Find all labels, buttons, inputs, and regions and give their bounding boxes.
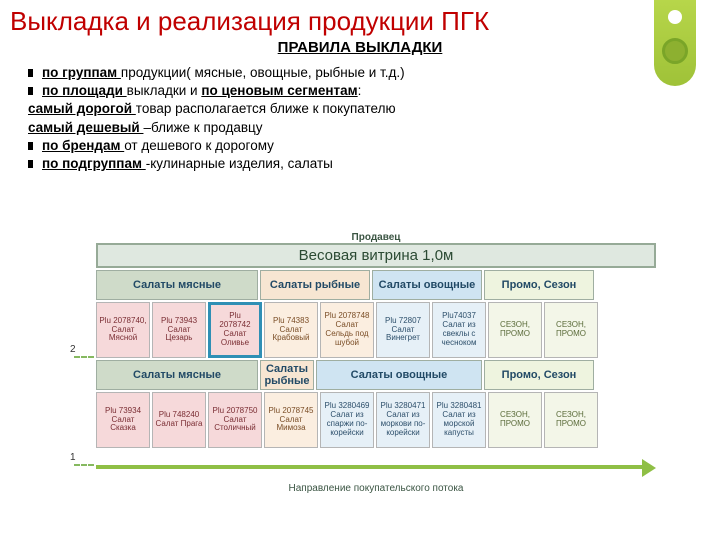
rule-key: по группам <box>42 65 121 80</box>
rule-text: товар располагается ближе к покупателю <box>136 101 396 116</box>
rule-key: по брендам <box>42 138 124 153</box>
arrow-line <box>96 465 644 469</box>
plu-cell: СЕЗОН, ПРОМО <box>544 302 598 358</box>
rule-text: от дешевого к дорогому <box>124 138 274 153</box>
rule-line: самый дешевый –ближе к продавцу <box>28 119 700 137</box>
rule-text: –ближе к продавцу <box>143 120 262 135</box>
hdr-promo: Промо, Сезон <box>484 360 594 390</box>
hdr-fish: Салаты рыбные <box>260 270 370 300</box>
header-row-2: Салаты мясные Салаты рыбные Салаты овощн… <box>96 360 656 390</box>
plu-cell: Plu 2078750 Салат Столичный <box>208 392 262 448</box>
plu-cell: СЕЗОН, ПРОМО <box>488 392 542 448</box>
rule-key: по ценовым сегментам <box>201 83 357 98</box>
section-subtitle: ПРАВИЛА ВЫКЛАДКИ <box>0 39 720 56</box>
rule-key: по подгруппам <box>42 156 146 171</box>
dashed-guide <box>74 356 94 358</box>
plu-cell: СЕЗОН, ПРОМО <box>544 392 598 448</box>
plu-cell: Plu 73943 Салат Цезарь <box>152 302 206 358</box>
plu-cell: Plu 3280481 Салат из морской капусты <box>432 392 486 448</box>
rule-text: продукции( мясные, овощные, рыбные и т.д… <box>121 65 405 80</box>
arrow-head-icon <box>642 459 656 477</box>
plu-cell: Plu74037 Салат из свеклы с чесноком <box>432 302 486 358</box>
rule-key: по площади <box>42 83 127 98</box>
plu-cell: СЕЗОН, ПРОМО <box>488 302 542 358</box>
header-row-1: Салаты мясные Салаты рыбные Салаты овощн… <box>96 270 656 300</box>
vitrine-bar: Весовая витрина 1,0м <box>96 243 656 268</box>
dashed-guide <box>74 464 94 466</box>
rule-text: : <box>358 83 362 98</box>
rule-line: самый дорогой товар располагается ближе … <box>28 100 700 118</box>
hdr-veg: Салаты овощные <box>372 270 482 300</box>
rule-item: по брендам от дешевого к дорогому <box>28 137 700 155</box>
rule-key: самый дешевый <box>28 120 143 135</box>
plu-cell: Plu 3280471 Салат из моркови по-корейски <box>376 392 430 448</box>
hdr-meat: Салаты мясные <box>96 360 258 390</box>
plu-cell: Plu 73934 Салат Сказка <box>96 392 150 448</box>
ribbon-seal <box>662 38 688 64</box>
plu-cell: Plu 3280469 Салат из спаржи по-корейски <box>320 392 374 448</box>
side-number-1: 1 <box>70 452 76 463</box>
plu-cell: Plu 2078748 Салат Сельдь под шубой <box>320 302 374 358</box>
planogram-diagram: Продавец Весовая витрина 1,0м Салаты мяс… <box>96 232 656 450</box>
rule-item: по подгруппам -кулинарные изделия, салат… <box>28 155 700 173</box>
plu-cell: Plu 74383 Салат Крабовый <box>264 302 318 358</box>
flow-arrow <box>96 458 656 476</box>
plu-cell: Plu 72807 Салат Винегрет <box>376 302 430 358</box>
hdr-veg: Салаты овощные <box>316 360 482 390</box>
hdr-fish: Салаты рыбные <box>260 360 314 390</box>
plu-cell: Plu 748240 Салат Прага <box>152 392 206 448</box>
rule-key: самый дорогой <box>28 101 136 116</box>
flow-label: Направление покупательского потока <box>289 483 464 494</box>
plu-cell: Plu 2078740, Салат Мясной <box>96 302 150 358</box>
ribbon-hole <box>668 10 682 24</box>
rules-list: по группам продукции( мясные, овощные, р… <box>0 56 720 177</box>
cell-row-2: Plu 73934 Салат СказкаPlu 748240 Салат П… <box>96 392 656 448</box>
hdr-promo: Промо, Сезон <box>484 270 594 300</box>
side-number-2: 2 <box>70 344 76 355</box>
rule-text: -кулинарные изделия, салаты <box>146 156 333 171</box>
rule-item: по площади выкладки и по ценовым сегмент… <box>28 82 700 100</box>
top-label: Продавец <box>96 232 656 243</box>
page-title: Выкладка и реализация продукции ПГК <box>0 0 720 37</box>
plu-cell: Plu 2078742 Салат Оливье <box>208 302 262 358</box>
hdr-meat: Салаты мясные <box>96 270 258 300</box>
rule-text: выкладки и <box>127 83 202 98</box>
plu-cell: Plu 2078745 Салат Мимоза <box>264 392 318 448</box>
cell-row-1: Plu 2078740, Салат МяснойPlu 73943 Салат… <box>96 302 656 358</box>
rule-item: по группам продукции( мясные, овощные, р… <box>28 64 700 82</box>
